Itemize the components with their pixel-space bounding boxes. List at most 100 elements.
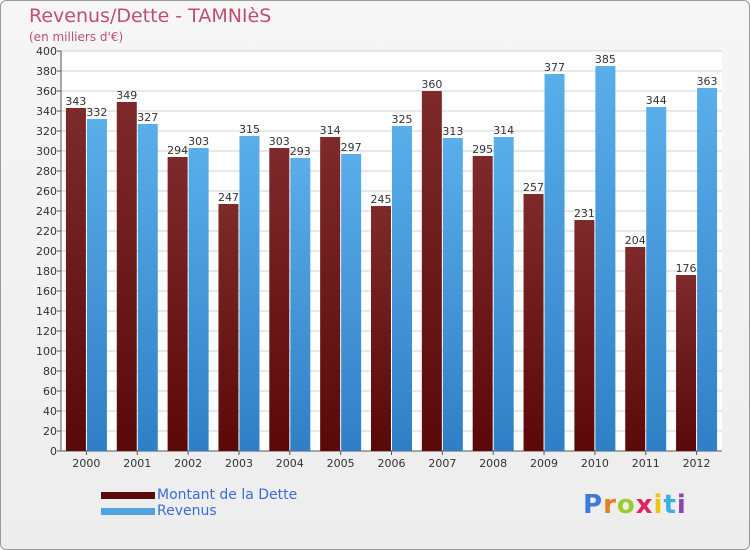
bar-debt — [421, 91, 442, 451]
data-label-debt: 343 — [65, 95, 86, 108]
legend: Montant de la Dette Revenus — [101, 487, 297, 519]
bar-debt — [472, 156, 493, 451]
bar-debt — [65, 108, 86, 451]
y-tick-label: 60 — [43, 385, 57, 398]
logo-letter: x — [635, 490, 654, 520]
x-tick-label: 2006 — [378, 457, 406, 470]
bar-revenue — [493, 137, 514, 451]
y-tick-label: 300 — [36, 145, 57, 158]
y-tick-label: 40 — [43, 405, 57, 418]
x-tick-label: 2005 — [327, 457, 355, 470]
bar-revenue — [544, 74, 565, 451]
data-label-revenue: 315 — [239, 123, 260, 136]
logo-letter: i — [653, 490, 664, 520]
legend-item-debt: Montant de la Dette — [101, 487, 297, 503]
y-tick-label: 320 — [36, 125, 57, 138]
bar-debt — [625, 247, 646, 451]
x-tick-label: 2008 — [479, 457, 507, 470]
data-label-revenue: 293 — [290, 145, 311, 158]
data-label-debt: 360 — [421, 78, 442, 91]
data-label-debt: 303 — [269, 135, 290, 148]
bar-revenue — [697, 88, 718, 451]
x-tick-label: 2000 — [72, 457, 100, 470]
y-tick-label: 400 — [36, 45, 57, 58]
bar-debt — [574, 220, 595, 451]
proxiti-logo: Proxiti — [583, 490, 687, 520]
y-tick-label: 100 — [36, 345, 57, 358]
bar-debt — [523, 194, 544, 451]
x-tick-label: 2012 — [683, 457, 711, 470]
y-tick-label: 120 — [36, 325, 57, 338]
y-tick-label: 140 — [36, 305, 57, 318]
data-label-debt: 204 — [625, 234, 646, 247]
data-label-debt: 247 — [218, 191, 239, 204]
data-label-revenue: 385 — [595, 53, 616, 66]
x-tick-label: 2009 — [530, 457, 558, 470]
x-tick-label: 2007 — [428, 457, 456, 470]
legend-label-debt: Montant de la Dette — [157, 487, 298, 503]
data-label-debt: 349 — [116, 89, 137, 102]
bar-revenue — [392, 126, 412, 451]
logo-letter: r — [603, 490, 617, 520]
chart-subtitle: (en milliers d'€) — [29, 30, 124, 44]
data-label-debt: 231 — [574, 207, 595, 220]
legend-label-revenue: Revenus — [157, 503, 217, 519]
data-label-revenue: 344 — [646, 94, 667, 107]
data-label-debt: 295 — [472, 143, 493, 156]
x-tick-label: 2011 — [632, 457, 660, 470]
legend-swatch-revenue — [101, 507, 155, 515]
y-tick-label: 240 — [36, 205, 57, 218]
y-tick-label: 380 — [36, 65, 57, 78]
y-tick-label: 220 — [36, 225, 57, 238]
legend-item-revenue: Revenus — [101, 503, 297, 519]
logo-letter: o — [616, 490, 636, 520]
y-tick-label: 340 — [36, 105, 57, 118]
data-label-debt: 176 — [676, 262, 697, 275]
x-tick-label: 2003 — [225, 457, 253, 470]
x-tick-label: 2004 — [276, 457, 304, 470]
data-label-debt: 314 — [320, 124, 341, 137]
bar-revenue — [442, 138, 463, 451]
bar-revenue — [290, 158, 311, 451]
logo-letter: i — [676, 490, 687, 520]
bar-debt — [676, 275, 697, 451]
logo-letter: P — [583, 490, 604, 520]
x-tick-label: 2010 — [581, 457, 609, 470]
data-label-revenue: 363 — [697, 75, 718, 88]
y-tick-label: 80 — [43, 365, 57, 378]
bar-debt — [269, 148, 290, 451]
bar-debt — [167, 157, 188, 451]
data-label-revenue: 303 — [188, 135, 209, 148]
bar-debt — [116, 102, 137, 451]
bar-debt — [218, 204, 239, 451]
x-tick-label: 2002 — [174, 457, 202, 470]
y-tick-label: 0 — [50, 445, 57, 458]
logo-letter: t — [663, 490, 677, 520]
data-label-revenue: 377 — [544, 61, 565, 74]
bar-debt — [320, 137, 341, 451]
y-tick-label: 260 — [36, 185, 57, 198]
legend-swatch-debt — [101, 491, 155, 499]
y-tick-label: 280 — [36, 165, 57, 178]
bar-revenue — [86, 119, 107, 451]
bar-revenue — [341, 154, 362, 451]
data-label-debt: 257 — [523, 181, 544, 194]
x-tick-label: 2001 — [123, 457, 151, 470]
bar-revenue — [646, 107, 667, 451]
y-tick-label: 360 — [36, 85, 57, 98]
data-label-revenue: 314 — [493, 124, 514, 137]
y-tick-label: 20 — [43, 425, 57, 438]
bar-revenue — [188, 148, 209, 451]
data-label-debt: 294 — [167, 144, 188, 157]
y-tick-label: 180 — [36, 265, 57, 278]
data-label-revenue: 327 — [137, 111, 158, 124]
bar-debt — [371, 206, 391, 451]
data-label-revenue: 325 — [392, 113, 413, 126]
chart-title: Revenus/Dette - TAMNIèS — [29, 5, 272, 27]
bar-revenue — [239, 136, 260, 451]
bar-revenue — [595, 66, 616, 451]
data-label-revenue: 297 — [341, 141, 362, 154]
data-label-revenue: 332 — [86, 106, 107, 119]
